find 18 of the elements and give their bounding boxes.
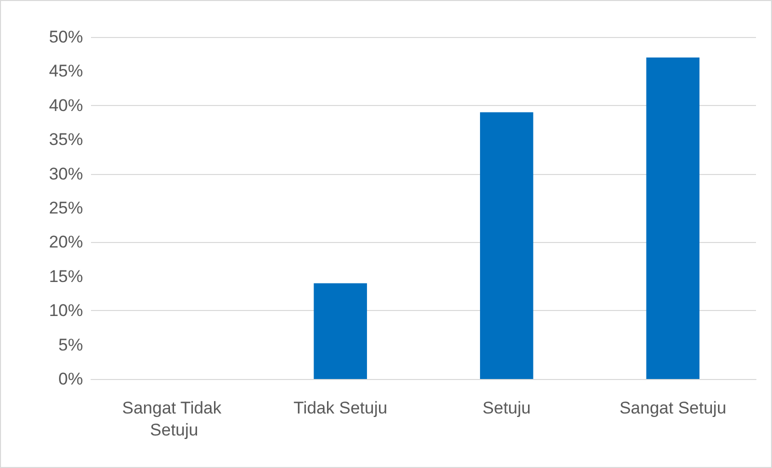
x-tick-label: Setuju <box>482 398 531 418</box>
y-tick-label: 40% <box>48 96 83 115</box>
x-tick-label: Tidak Setuju <box>293 398 388 418</box>
y-tick-label: 50% <box>48 28 83 46</box>
y-tick-label: 0% <box>58 370 83 388</box>
y-tick-label: 20% <box>48 232 83 252</box>
x-tick-label: Sangat Tidak Setuju <box>122 398 226 440</box>
bar <box>480 112 534 379</box>
x-tick-label: Sangat Setuju <box>619 398 726 418</box>
y-tick-label: 25% <box>48 198 83 218</box>
bar <box>314 283 367 379</box>
bar <box>646 58 700 379</box>
y-tick-label: 30% <box>48 164 83 184</box>
y-tick-label: 35% <box>48 130 83 150</box>
y-tick-label: 5% <box>58 335 83 354</box>
y-tick-label: 15% <box>48 266 83 286</box>
y-tick-label: 10% <box>48 301 83 320</box>
y-tick-label: 45% <box>48 62 83 81</box>
